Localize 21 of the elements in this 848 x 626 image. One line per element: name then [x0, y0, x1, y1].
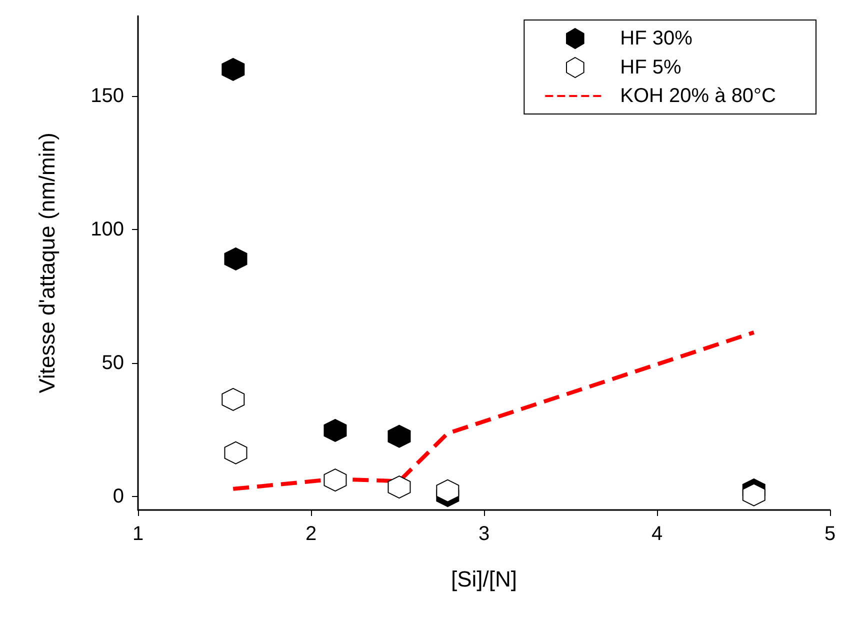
x-tick-label: 3: [478, 523, 490, 545]
point: [324, 418, 347, 442]
legend-label: HF 30%: [620, 28, 693, 50]
point: [436, 479, 460, 502]
x-axis-title: [Si]/[N]: [450, 566, 518, 592]
point: [388, 424, 411, 448]
x-tick-label: 2: [305, 523, 317, 545]
point: [324, 468, 347, 492]
point: [224, 247, 248, 270]
y-tick-label: 100: [90, 218, 124, 241]
legend-label: HF 5%: [620, 56, 682, 78]
y-tick-label: 0: [112, 486, 124, 508]
point: [742, 483, 766, 506]
y-tick-label: 50: [102, 352, 124, 374]
point: [222, 58, 245, 81]
y-axis-title: Vitesse d'attaque (nm/min): [34, 132, 60, 394]
x-tick-label: 1: [132, 523, 144, 545]
y-tick-label: 150: [90, 85, 124, 108]
legend-label: KOH 20% à 80°C: [620, 85, 776, 107]
x-tick-label: 5: [824, 523, 836, 545]
x-tick-label: 4: [651, 523, 663, 545]
